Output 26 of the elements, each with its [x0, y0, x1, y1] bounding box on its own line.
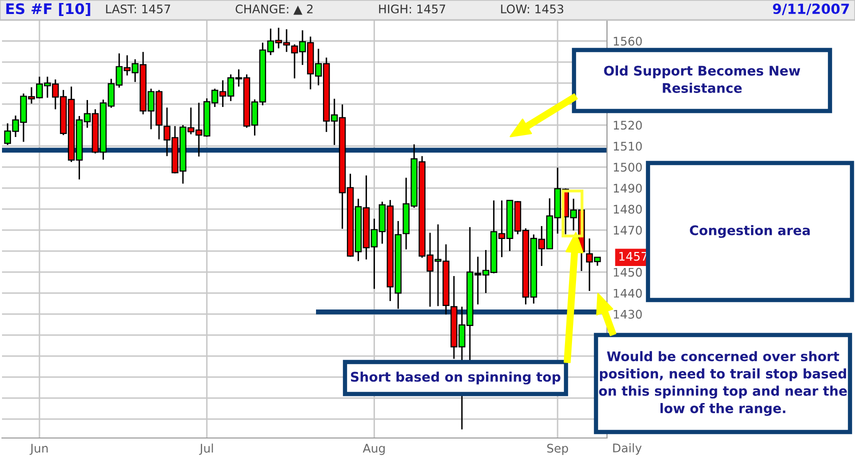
y-tick-label: 1510	[614, 142, 642, 151]
text: 1457	[619, 252, 648, 261]
chart-title: ES #F [10]	[6, 2, 90, 16]
y-tick-label: 1430	[614, 310, 642, 319]
y-tick-label: 1500	[614, 162, 642, 172]
text: 9/11/2007	[772, 4, 849, 16]
y-tick-label: 1440	[614, 288, 642, 298]
annotation: Short based on spinning top	[350, 372, 560, 384]
text: CHANGE: ▲ 2	[236, 4, 313, 15]
text: HIGH: 1457	[379, 4, 446, 14]
annotation: Old Support Becomes New Resistance	[604, 65, 800, 93]
text: Daily	[613, 443, 642, 455]
x-tick-label: Jun	[30, 444, 48, 455]
y-tick-label: 1470	[614, 226, 642, 235]
annotation: Would be concerned over short position, need to trail stop based on this spinning top and near the low of the range.	[599, 351, 847, 416]
x-tick-label: Sep	[547, 444, 568, 455]
x-tick-label: Aug	[362, 444, 385, 455]
text: LAST: 1457	[106, 4, 170, 14]
y-tick-label: 1560	[614, 36, 642, 46]
y-tick-label: 1490	[614, 184, 642, 193]
text: Congestion area	[690, 225, 810, 238]
text: LOW: 1453	[501, 4, 564, 14]
y-tick-label: 1520	[614, 120, 642, 130]
x-tick-label: Jul	[199, 444, 213, 455]
y-tick-label: 1480	[614, 204, 642, 214]
y-tick-label: 1450	[614, 268, 642, 277]
